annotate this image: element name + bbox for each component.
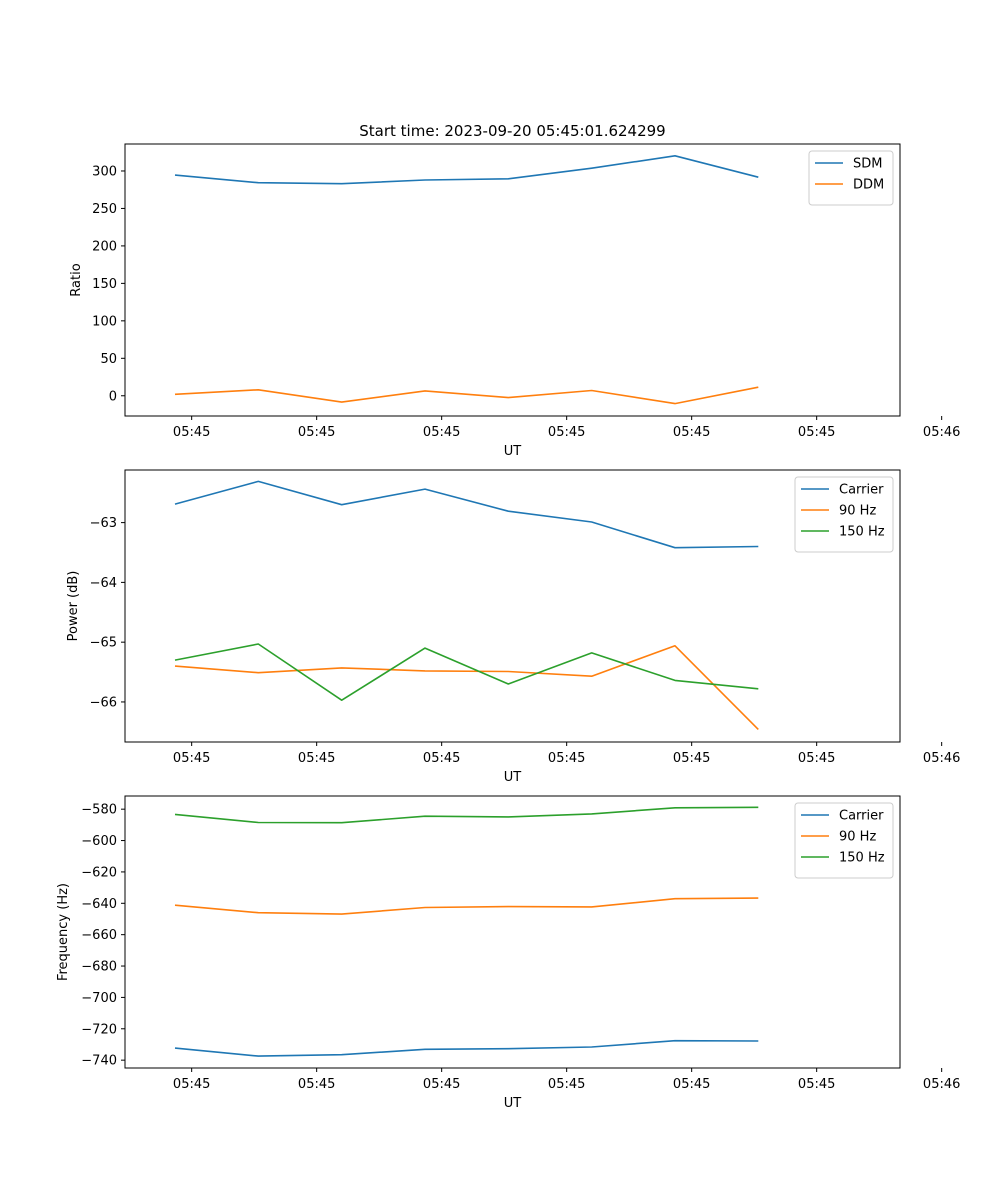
legend-label: 90 Hz [839,830,876,845]
y-tick-label: 0 [109,389,117,404]
series-line-90-hz [174,897,759,915]
legend-label: 150 Hz [839,525,885,540]
x-tick-label: 05:45 [798,425,835,440]
x-tick-label: 05:45 [298,751,335,766]
series-line-carrier [174,1039,759,1057]
y-tick-label: −700 [81,991,117,1006]
chart-panel-2: 05:45 05:45 05:45 05:45 05:45 05:45 05:46 −63 −6… [66,469,960,785]
y-tick-label: −680 [81,960,117,975]
y-tick-label: −64 [90,576,117,591]
y-tick-label: −640 [81,897,117,912]
series-line-90-hz [174,644,759,730]
legend-box [794,476,894,553]
y-tick-label: −65 [90,636,117,651]
series-line-carrier [174,480,759,549]
x-tick-label: 05:45 [798,751,835,766]
y-tick-label: 150 [92,277,117,292]
series-line-sdm [174,155,759,185]
y-axis-label: Frequency (Hz) [56,883,71,981]
x-axis-label: UT [504,444,522,459]
x-tick-label: 05:45 [173,751,210,766]
y-tick-label: 100 [92,314,117,329]
x-tick-label: 05:45 [423,1077,460,1092]
legend-label: SDM [853,157,882,172]
x-tick-label: 05:45 [673,425,710,440]
x-tick-label: 05:46 [923,751,960,766]
plot-frame [124,143,901,417]
x-tick-label: 05:46 [923,1077,960,1092]
y-tick-label: −63 [90,516,117,531]
x-tick-label: 05:45 [298,425,335,440]
y-tick-label: 200 [92,239,117,254]
y-axis-label: Power (dB) [66,571,81,642]
x-tick-label: 05:46 [923,425,960,440]
y-tick-label: 50 [100,352,117,367]
legend-box [808,150,894,206]
x-tick-label: 05:45 [423,751,460,766]
legend-label: DDM [853,178,884,193]
plot-frame [124,469,901,743]
legend-label: 150 Hz [839,851,885,866]
x-tick-label: 05:45 [173,425,210,440]
y-tick-label: −720 [81,1022,117,1037]
y-tick-label: −660 [81,928,117,943]
y-tick-label: 250 [92,202,117,217]
x-tick-label: 05:45 [423,425,460,440]
y-axis-label: Ratio [69,263,84,296]
x-tick-label: 05:45 [173,1077,210,1092]
chart-panel-3: 05:45 05:45 05:45 05:45 05:45 05:45 05:46 −580 −… [56,795,960,1111]
x-axis-label: UT [504,770,522,785]
x-tick-label: 05:45 [548,1077,585,1092]
x-tick-label: 05:45 [298,1077,335,1092]
x-tick-label: 05:45 [548,751,585,766]
x-tick-label: 05:45 [673,751,710,766]
y-tick-label: −620 [81,865,117,880]
x-tick-label: 05:45 [798,1077,835,1092]
x-tick-label: 05:45 [673,1077,710,1092]
series-line-ddm [174,386,759,405]
y-tick-label: 300 [92,164,117,179]
series-line-150-hz [174,643,759,702]
chart-panel-1: 05:45 05:45 05:45 05:45 05:45 05:45 05:46 0 50 10… [69,122,960,459]
series-line-150-hz [174,806,759,824]
legend-label: Carrier [839,809,884,824]
legend-label: Carrier [839,483,884,498]
y-tick-label: −600 [81,834,117,849]
chart-title: Start time: 2023-09-20 05:45:01.624299 [359,122,665,140]
legend-label: 90 Hz [839,504,876,519]
y-tick-label: −580 [81,803,117,818]
legend-box [794,802,894,879]
y-tick-label: −66 [90,695,117,710]
x-axis-label: UT [504,1096,522,1111]
x-tick-label: 05:45 [548,425,585,440]
plot-frame [124,795,901,1069]
y-tick-label: −740 [81,1054,117,1069]
